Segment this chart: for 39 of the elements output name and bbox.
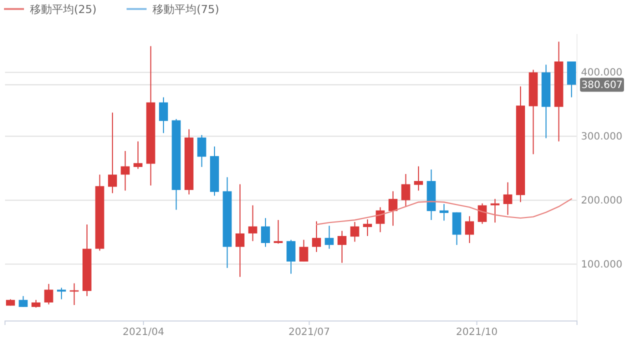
x-tick-label: 2021/04 xyxy=(122,327,164,338)
candlestick xyxy=(248,204,258,242)
candlestick xyxy=(465,216,474,244)
candlestick xyxy=(312,220,321,252)
candlestick xyxy=(567,60,576,98)
legend-label: 移動平均(25) xyxy=(30,2,97,16)
candlestick xyxy=(18,296,28,308)
y-tick-label: 300.000 xyxy=(581,131,622,142)
candlestick xyxy=(159,96,168,134)
candlestick xyxy=(503,182,512,216)
candlestick xyxy=(299,239,308,262)
ref-line-label: 380.607 xyxy=(581,80,623,92)
candlestick xyxy=(286,239,296,274)
candlestick xyxy=(401,173,410,208)
candlestick xyxy=(452,212,462,246)
y-tick-label: 200.000 xyxy=(581,195,622,206)
x-tick-label: 2021/07 xyxy=(288,327,330,338)
candlestick xyxy=(440,204,448,222)
y-tick-label: 100.000 xyxy=(581,259,622,270)
candlestick xyxy=(134,140,142,170)
candlestick xyxy=(414,166,423,192)
line-series xyxy=(316,198,572,226)
candlestick xyxy=(261,218,270,248)
candlestick xyxy=(388,190,398,226)
y-tick-label: 400.000 xyxy=(581,68,622,79)
candlestick xyxy=(236,184,244,278)
candlestick xyxy=(197,134,206,168)
candlestick xyxy=(338,230,346,264)
x-tick-label: 2021/10 xyxy=(456,327,498,338)
candlestick xyxy=(350,221,360,242)
candlestick xyxy=(490,198,500,224)
candlestick xyxy=(44,283,54,305)
candlestick xyxy=(324,225,334,250)
candlestick xyxy=(57,287,66,300)
candlestick xyxy=(108,112,117,194)
candlestick xyxy=(274,220,283,244)
candlestick xyxy=(120,150,130,192)
candlestick xyxy=(363,218,372,236)
legend-label: 移動平均(75) xyxy=(152,2,220,16)
